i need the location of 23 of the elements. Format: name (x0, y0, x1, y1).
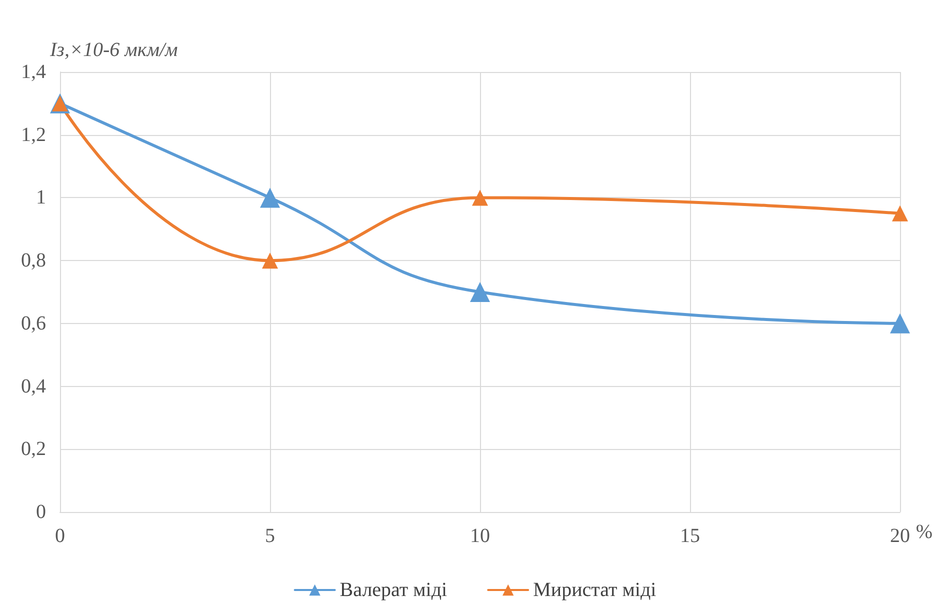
y-tick-label: 0,6 (21, 312, 46, 334)
point (890, 313, 910, 334)
y-tick-label: 1 (36, 186, 46, 209)
point (470, 282, 490, 302)
legend-label: Валерат міді (340, 579, 448, 601)
point (262, 252, 278, 269)
legend-label: Миристат міді (533, 579, 657, 601)
point (892, 205, 908, 222)
x-tick-label: 0 (55, 525, 65, 547)
x-tick-label: 10 (470, 525, 490, 547)
point (260, 188, 280, 208)
x-axis-title: % (916, 521, 933, 543)
y-tick-label: 0,4 (21, 375, 46, 398)
x-tick-label: 15 (680, 525, 700, 547)
y-tick-label: 0,8 (21, 250, 46, 272)
y-axis-title: Iз,×10-6 мкм/м (49, 39, 178, 61)
point (472, 190, 488, 206)
y-tick-label: 0 (36, 501, 46, 523)
y-tick-label: 1,4 (21, 61, 46, 83)
x-tick-label: 5 (265, 525, 275, 547)
y-tick-label: 0,2 (21, 438, 46, 460)
x-tick-label: 20 (890, 525, 910, 547)
y-tick-label: 1,2 (21, 124, 46, 146)
